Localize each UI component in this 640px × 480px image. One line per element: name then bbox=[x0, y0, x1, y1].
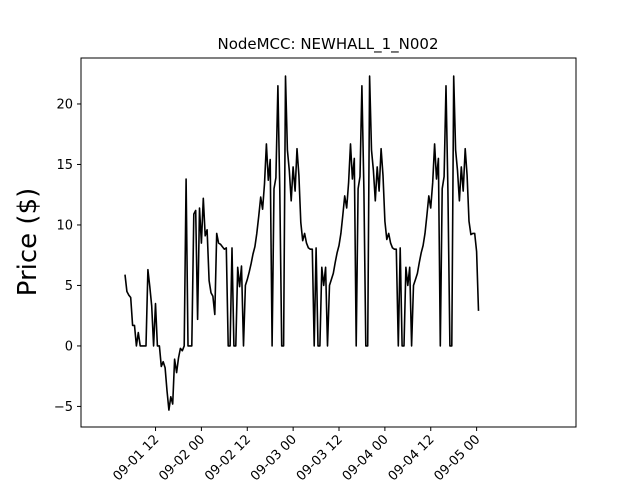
y-tick-label: 20 bbox=[56, 97, 73, 112]
y-axis-label: Price ($) bbox=[13, 188, 43, 297]
y-tick-label: 5 bbox=[65, 279, 73, 294]
plot-area bbox=[124, 75, 480, 411]
y-axis: −5 0 5 10 15 20 bbox=[54, 97, 81, 415]
y-tick-label: 0 bbox=[65, 339, 73, 354]
plot-frame bbox=[80, 57, 577, 428]
y-tick-label: 15 bbox=[56, 158, 73, 173]
y-tick-label: 10 bbox=[56, 218, 73, 233]
chart-title: NodeMCC: NEWHALL_1_N002 bbox=[217, 35, 438, 54]
y-tick-label: −5 bbox=[54, 400, 73, 415]
series-line-0 bbox=[124, 75, 480, 411]
